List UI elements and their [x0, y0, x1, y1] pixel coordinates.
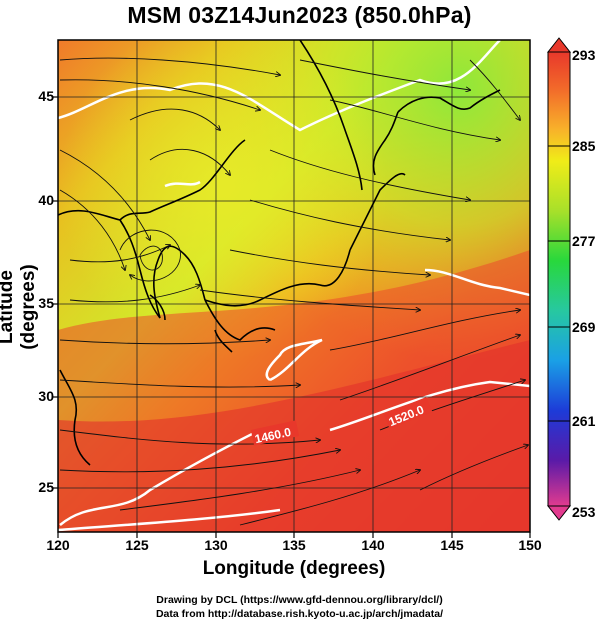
- x-tick-label: 130: [204, 537, 228, 553]
- credit-data: Data from http://database.rish.kyoto-u.a…: [155, 608, 444, 620]
- colorbar-label: 261: [572, 413, 596, 429]
- credit-drawing: Drawing by DCL (https://www.gfd-dennou.o…: [156, 594, 443, 606]
- x-tick-label: 140: [361, 537, 385, 553]
- x-tick-label: 135: [282, 537, 306, 553]
- x-tick-label: 150: [518, 537, 542, 553]
- x-tick-label: 125: [125, 537, 149, 553]
- y-tick-label: 35: [38, 295, 54, 311]
- x-axis-label: Longitude (degrees): [202, 558, 386, 579]
- tick-marks: [52, 96, 531, 538]
- colorbar-label: 285: [572, 138, 596, 154]
- y-tick-label: 25: [38, 479, 54, 495]
- x-tick-label: 120: [46, 537, 70, 553]
- x-tick-label: 145: [440, 537, 464, 553]
- map-title: MSM 03Z14Jun2023 (850.0hPa): [127, 2, 472, 28]
- height-contours: [58, 40, 530, 532]
- y-tick-label: 45: [38, 88, 54, 104]
- temperature-field: 1460.0 1520.0: [58, 40, 530, 532]
- colorbar: [546, 37, 572, 521]
- colorbar-label: 269: [572, 319, 596, 335]
- colorbar-label: 293: [572, 47, 596, 63]
- y-tick-label: 30: [38, 388, 54, 404]
- colorbar-label: 253: [572, 504, 596, 520]
- y-tick-label: 40: [38, 192, 54, 208]
- colorbar-label: 277: [572, 233, 596, 249]
